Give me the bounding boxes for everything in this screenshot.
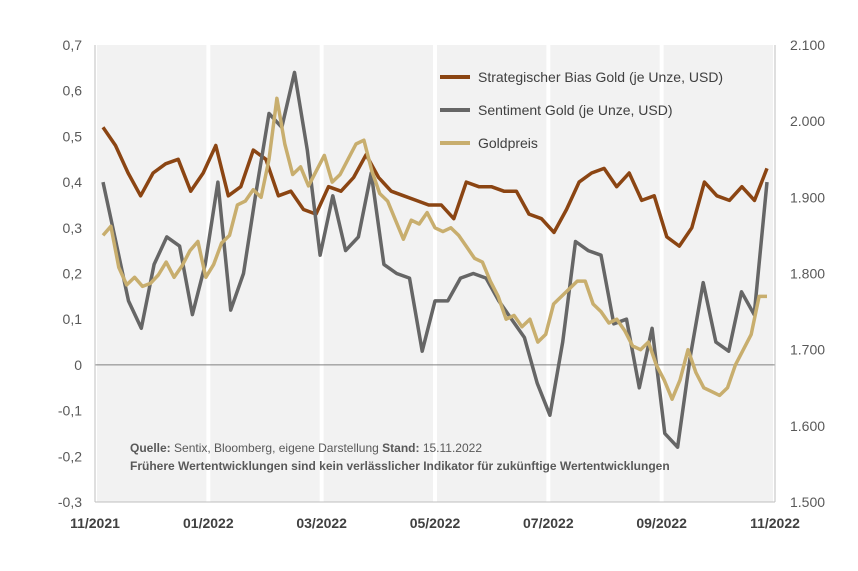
legend-label-sentiment: Sentiment Gold (je Unze, USD) (478, 102, 673, 118)
series-line-goldpreis (101, 96, 767, 401)
legend-label-gold: Goldpreis (478, 135, 538, 151)
x-tick-label: 07/2022 (523, 515, 574, 531)
x-tick-label: 03/2022 (296, 515, 347, 531)
right-tick-label: 2.000 (790, 113, 825, 129)
x-tick-label: 09/2022 (636, 515, 687, 531)
left-tick-label: -0,1 (58, 403, 82, 419)
right-tick-label: 1.900 (790, 189, 825, 205)
x-tick-label: 11/2022 (750, 515, 800, 531)
stand-label: Stand: (382, 441, 419, 455)
source-label: Quelle: (130, 441, 171, 455)
right-tick-label: 2.100 (790, 37, 825, 53)
left-tick-label: 0,1 (63, 311, 83, 327)
left-tick-label: -0,3 (58, 494, 82, 510)
legend: Strategischer Bias Gold (je Unze, USD) S… (440, 69, 723, 151)
left-tick-label: 0,3 (63, 220, 83, 236)
disclaimer: Frühere Wertentwicklungen sind kein verl… (130, 459, 670, 473)
source-text: Sentix, Bloomberg, eigene Darstellung (171, 441, 382, 455)
right-tick-label: 1.700 (790, 342, 825, 358)
x-tick-label: 05/2022 (410, 515, 461, 531)
left-tick-label: 0,6 (63, 83, 83, 99)
series-line-bias (101, 126, 769, 248)
right-axis: 2.100 2.000 1.900 1.800 1.700 1.600 1.500 (774, 37, 825, 510)
x-axis: 11/2021 01/2022 03/2022 05/2022 07/2022 09/20… (70, 501, 800, 531)
svg-text:Quelle: Sentix, Bloomberg, eig: Quelle: Sentix, Bloomberg, eigene Darste… (130, 441, 482, 455)
right-tick-label: 1.500 (790, 494, 825, 510)
left-axis: 0,7 0,6 0,5 0,4 0,3 0,2 0,1 0 -0,1 -0,2 -0,3 (58, 37, 96, 510)
source-note: Quelle: Sentix, Bloomberg, eigene Darste… (130, 441, 670, 473)
left-tick-label: -0,2 (58, 448, 82, 464)
left-tick-label: 0,7 (63, 37, 83, 53)
legend-label-bias: Strategischer Bias Gold (je Unze, USD) (478, 69, 723, 85)
left-tick-label: 0 (74, 357, 82, 373)
left-tick-label: 0,5 (63, 128, 83, 144)
right-tick-label: 1.800 (790, 266, 825, 282)
left-tick-label: 0,4 (63, 174, 83, 190)
stand-value: 15.11.2022 (419, 441, 482, 455)
x-tick-label: 01/2022 (183, 515, 234, 531)
series-lines (101, 70, 769, 449)
right-tick-label: 1.600 (790, 418, 825, 434)
x-tick-label: 11/2021 (70, 515, 120, 531)
left-tick-label: 0,2 (63, 266, 83, 282)
